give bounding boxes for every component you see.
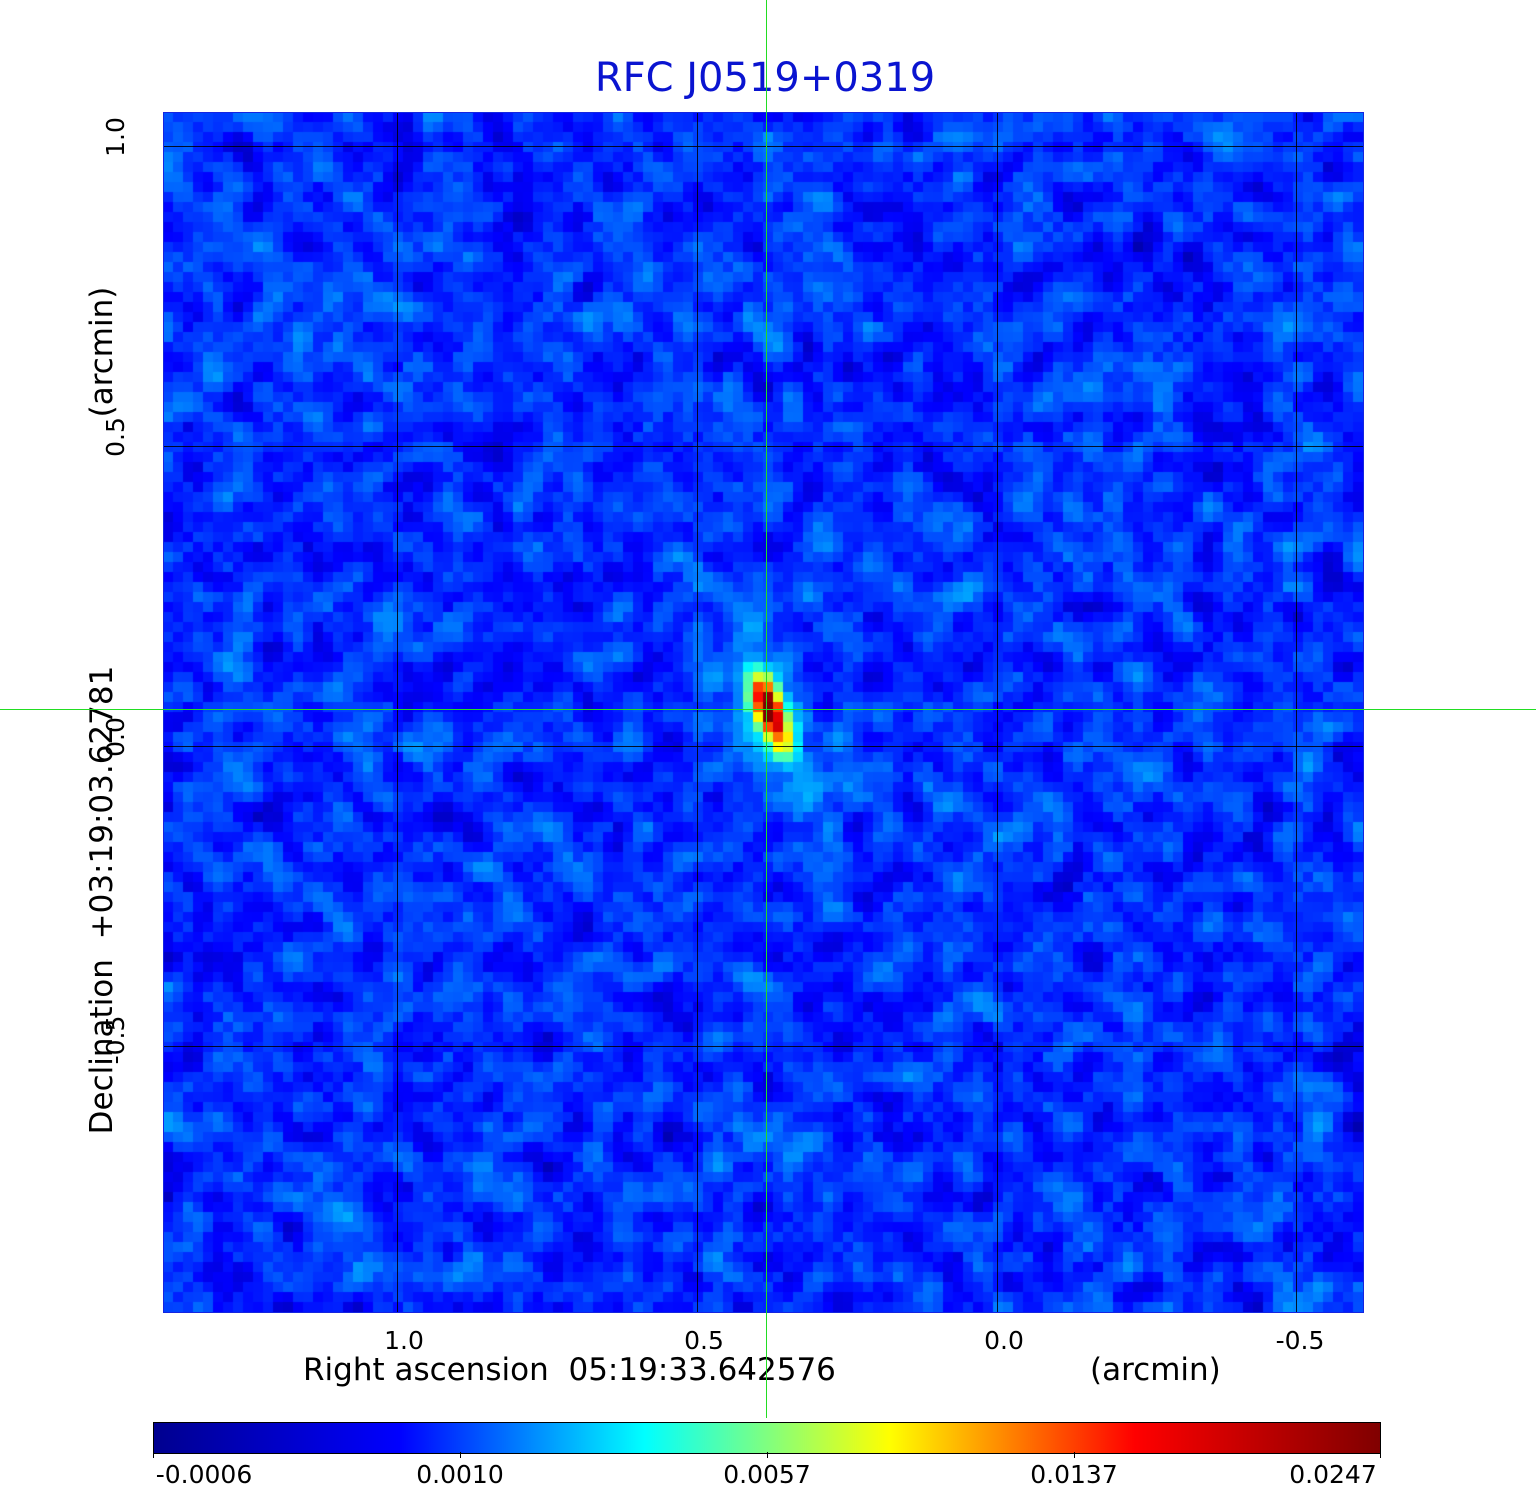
crosshair-horizontal [0,709,1536,710]
colorbar-tick-mark [153,1452,154,1458]
colorbar [153,1422,1381,1454]
colorbar-tick-label: 0.0057 [723,1460,811,1489]
grid-line-dec-0.0 [164,746,1363,747]
grid-line-dec-0.5 [164,446,1363,447]
x-tick-label: 0.0 [984,1326,1024,1355]
y-axis-unit: (arcmin) [84,286,120,418]
colorbar-tick-label: 0.0010 [416,1460,504,1489]
grid-line-dec-1.0 [164,146,1363,147]
colorbar-tick-label: 0.0247 [1289,1460,1377,1489]
grid-line-ra-0.0 [997,113,998,1312]
grid-line-ra-0.5 [697,113,698,1312]
colorbar-tick-mark [767,1452,768,1458]
x-axis-unit: (arcmin) [1090,1352,1221,1388]
grid-line-ra-1.0 [397,113,398,1312]
y-axis-label: Declination +03:19:03.62781 [84,665,120,1135]
colorbar-tick-mark [1074,1452,1075,1458]
x-tick-label: 0.5 [684,1326,724,1355]
colorbar-tick-mark [1380,1452,1381,1458]
colorbar-tick-label: 0.0137 [1030,1460,1118,1489]
grid-line-ra-minus-0.5 [1296,113,1297,1312]
colorbar-tick-mark [460,1452,461,1458]
x-tick-label: 1.0 [384,1326,424,1355]
x-axis-label: Right ascension 05:19:33.642576 [303,1352,836,1388]
radio-image[interactable] [163,112,1364,1313]
image-title: RFC J0519+0319 [594,55,936,101]
grid-line-dec-minus-0.5 [164,1046,1363,1047]
colorbar-tick-label: -0.0006 [155,1460,253,1489]
x-tick-label: -0.5 [1275,1326,1325,1355]
y-tick-label: 1.0 [101,117,130,157]
intensity-map [164,113,1363,1312]
